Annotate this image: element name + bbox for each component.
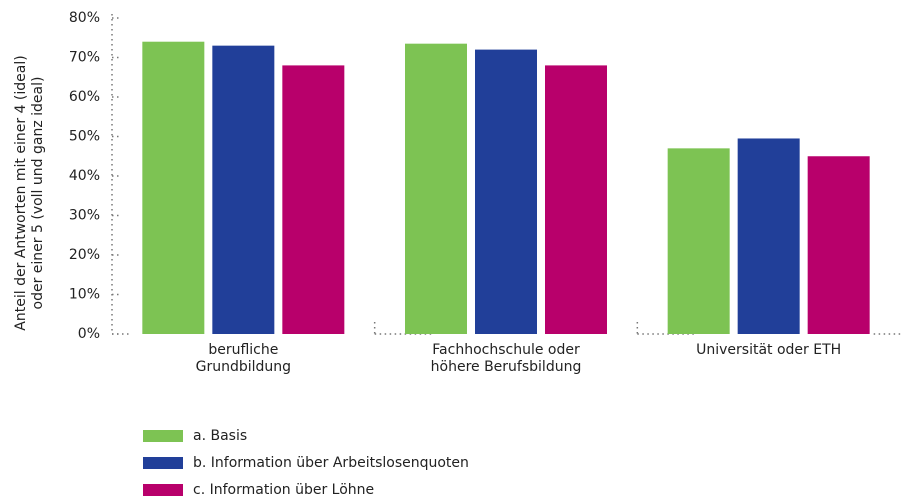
legend-swatch (143, 457, 183, 469)
y-tick-label: 40% (69, 168, 100, 184)
bar (667, 148, 730, 334)
y-tick-label: 10% (69, 287, 100, 303)
y-tick-label: 50% (69, 129, 100, 145)
y-tick-label: 20% (69, 247, 100, 263)
bar (212, 45, 275, 335)
y-tick-label: 70% (69, 50, 100, 66)
legend-label: b. Information über Arbeitslosenquoten (193, 455, 469, 471)
bar (545, 65, 607, 335)
y-axis-label: Anteil der Antworten mit einer 4 (ideal)… (13, 55, 46, 331)
legend-label: c. Information über Löhne (193, 482, 374, 498)
y-tick-label: 0% (78, 326, 100, 342)
y-tick-label: 80% (69, 10, 100, 26)
y-tick-label: 60% (69, 89, 100, 105)
bar (807, 156, 870, 334)
y-tick-label: 30% (69, 208, 100, 224)
x-tick-label: Fachhochschule oder höhere Berufsbildung (430, 342, 582, 375)
legend-swatch (143, 484, 183, 496)
x-tick-label: Universität oder ETH (696, 342, 842, 358)
bar (142, 41, 205, 334)
bar (282, 65, 345, 335)
x-tick-label: berufliche Grundbildung (195, 342, 292, 375)
legend-label: a. Basis (193, 428, 247, 444)
bar (405, 43, 467, 335)
legend-swatch (143, 430, 183, 442)
bar (737, 138, 800, 334)
bar (475, 49, 537, 334)
